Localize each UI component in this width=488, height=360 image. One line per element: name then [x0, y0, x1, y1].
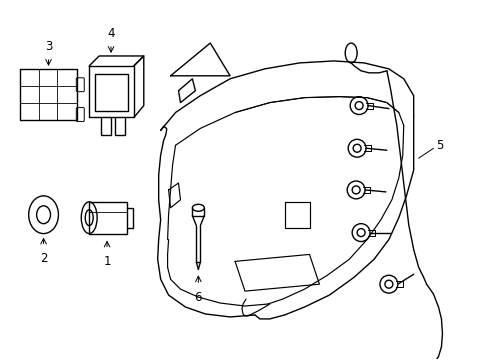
Text: 1: 1 — [103, 255, 111, 269]
Text: 6: 6 — [194, 291, 202, 304]
Text: 5: 5 — [436, 139, 443, 152]
Text: 3: 3 — [45, 40, 52, 53]
Text: 2: 2 — [40, 252, 47, 265]
Text: 4: 4 — [107, 27, 115, 40]
